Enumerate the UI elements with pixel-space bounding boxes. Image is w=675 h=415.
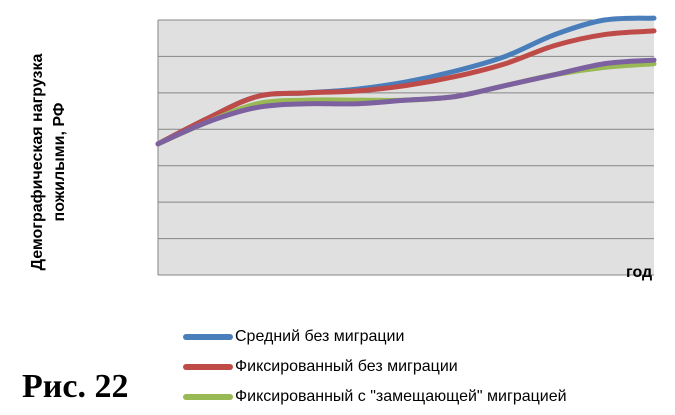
legend-label-0: Средний без миграции [235, 328, 405, 345]
series-line-1 [155, 28, 657, 147]
legend-item-1: Фиксированный без миграции [183, 352, 567, 382]
legend-swatch-2 [183, 394, 233, 400]
chart: год Демографическая нагрузка пожилыми, Р… [29, 15, 657, 281]
x-axis-label: год [626, 264, 652, 281]
legend-label-2: Фиксированный с "замещающей" миграцией [235, 388, 567, 405]
legend-swatch-1 [183, 364, 233, 370]
series-line-3 [155, 57, 657, 147]
legend-item-2: Фиксированный с "замещающей" миграцией [183, 382, 567, 412]
plot-area [158, 20, 654, 275]
y-axis-label-line2: пожилыми, РФ [51, 102, 68, 221]
legend: Средний без миграции Фиксированный без м… [183, 322, 567, 412]
y-axis-label-line1: Демографическая нагрузка [29, 54, 46, 271]
gridlines [158, 19, 654, 276]
figure-caption: Рис. 22 [22, 368, 129, 405]
legend-item-0: Средний без миграции [183, 322, 567, 352]
legend-swatch-0 [183, 334, 233, 340]
legend-label-1: Фиксированный без миграции [235, 358, 458, 375]
series-group [155, 15, 657, 147]
